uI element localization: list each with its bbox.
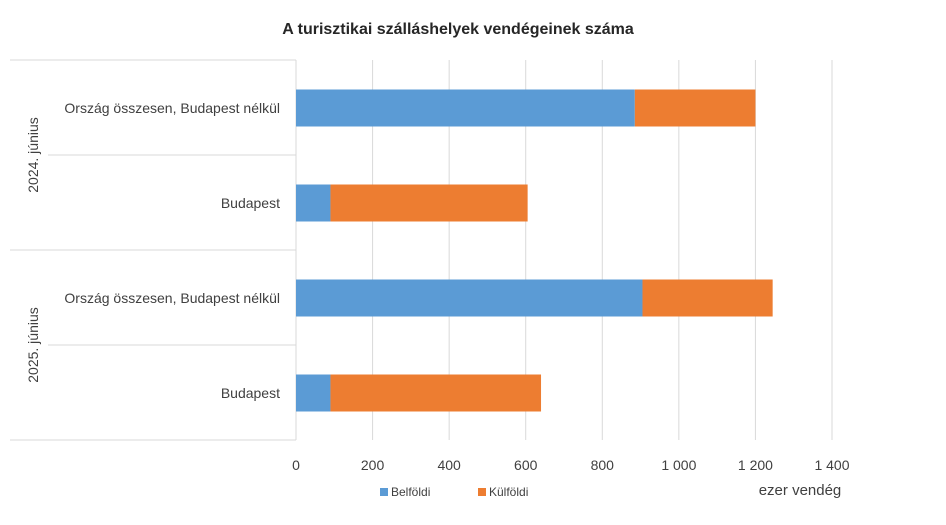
axes	[10, 59, 297, 441]
category-label: Budapest	[221, 195, 280, 211]
x-tick-labels: 0 200 400 600 800 1 000 1 200 1 400	[292, 457, 850, 473]
bar-belföldi	[296, 279, 643, 317]
legend-label: Külföldi	[489, 485, 528, 499]
bars	[296, 89, 773, 412]
bar-belföldi	[296, 374, 331, 412]
group-label: 2025. június	[25, 307, 41, 383]
bar-belföldi	[296, 184, 331, 222]
legend-swatch	[478, 488, 486, 496]
x-tick-label: 400	[437, 457, 461, 473]
category-label: Budapest	[221, 385, 280, 401]
bar-külföldi	[642, 279, 773, 317]
category-label: Ország összesen, Budapest nélkül	[64, 100, 280, 116]
x-tick-label: 0	[292, 457, 300, 473]
legend-swatch	[380, 488, 388, 496]
bar-belföldi	[296, 89, 635, 127]
bar-külföldi	[634, 89, 756, 127]
x-tick-label: 800	[591, 457, 615, 473]
bar-külföldi	[330, 374, 542, 412]
legend: Belföldi Külföldi	[380, 485, 528, 499]
x-tick-label: 1 000	[661, 457, 696, 473]
x-unit-label: ezer vendég	[759, 482, 842, 499]
x-tick-label: 200	[361, 457, 385, 473]
bar-külföldi	[330, 184, 528, 222]
x-tick-label: 1 200	[738, 457, 773, 473]
category-labels: 2024. június 2025. június Ország összesen,…	[25, 100, 280, 401]
group-label: 2024. június	[25, 117, 41, 193]
legend-label: Belföldi	[391, 485, 430, 499]
x-tick-label: 1 400	[814, 457, 849, 473]
category-label: Ország összesen, Budapest nélkül	[64, 290, 280, 306]
chart-title: A turisztikai szálláshelyek vendégeinek …	[282, 21, 634, 38]
x-tick-label: 600	[514, 457, 538, 473]
